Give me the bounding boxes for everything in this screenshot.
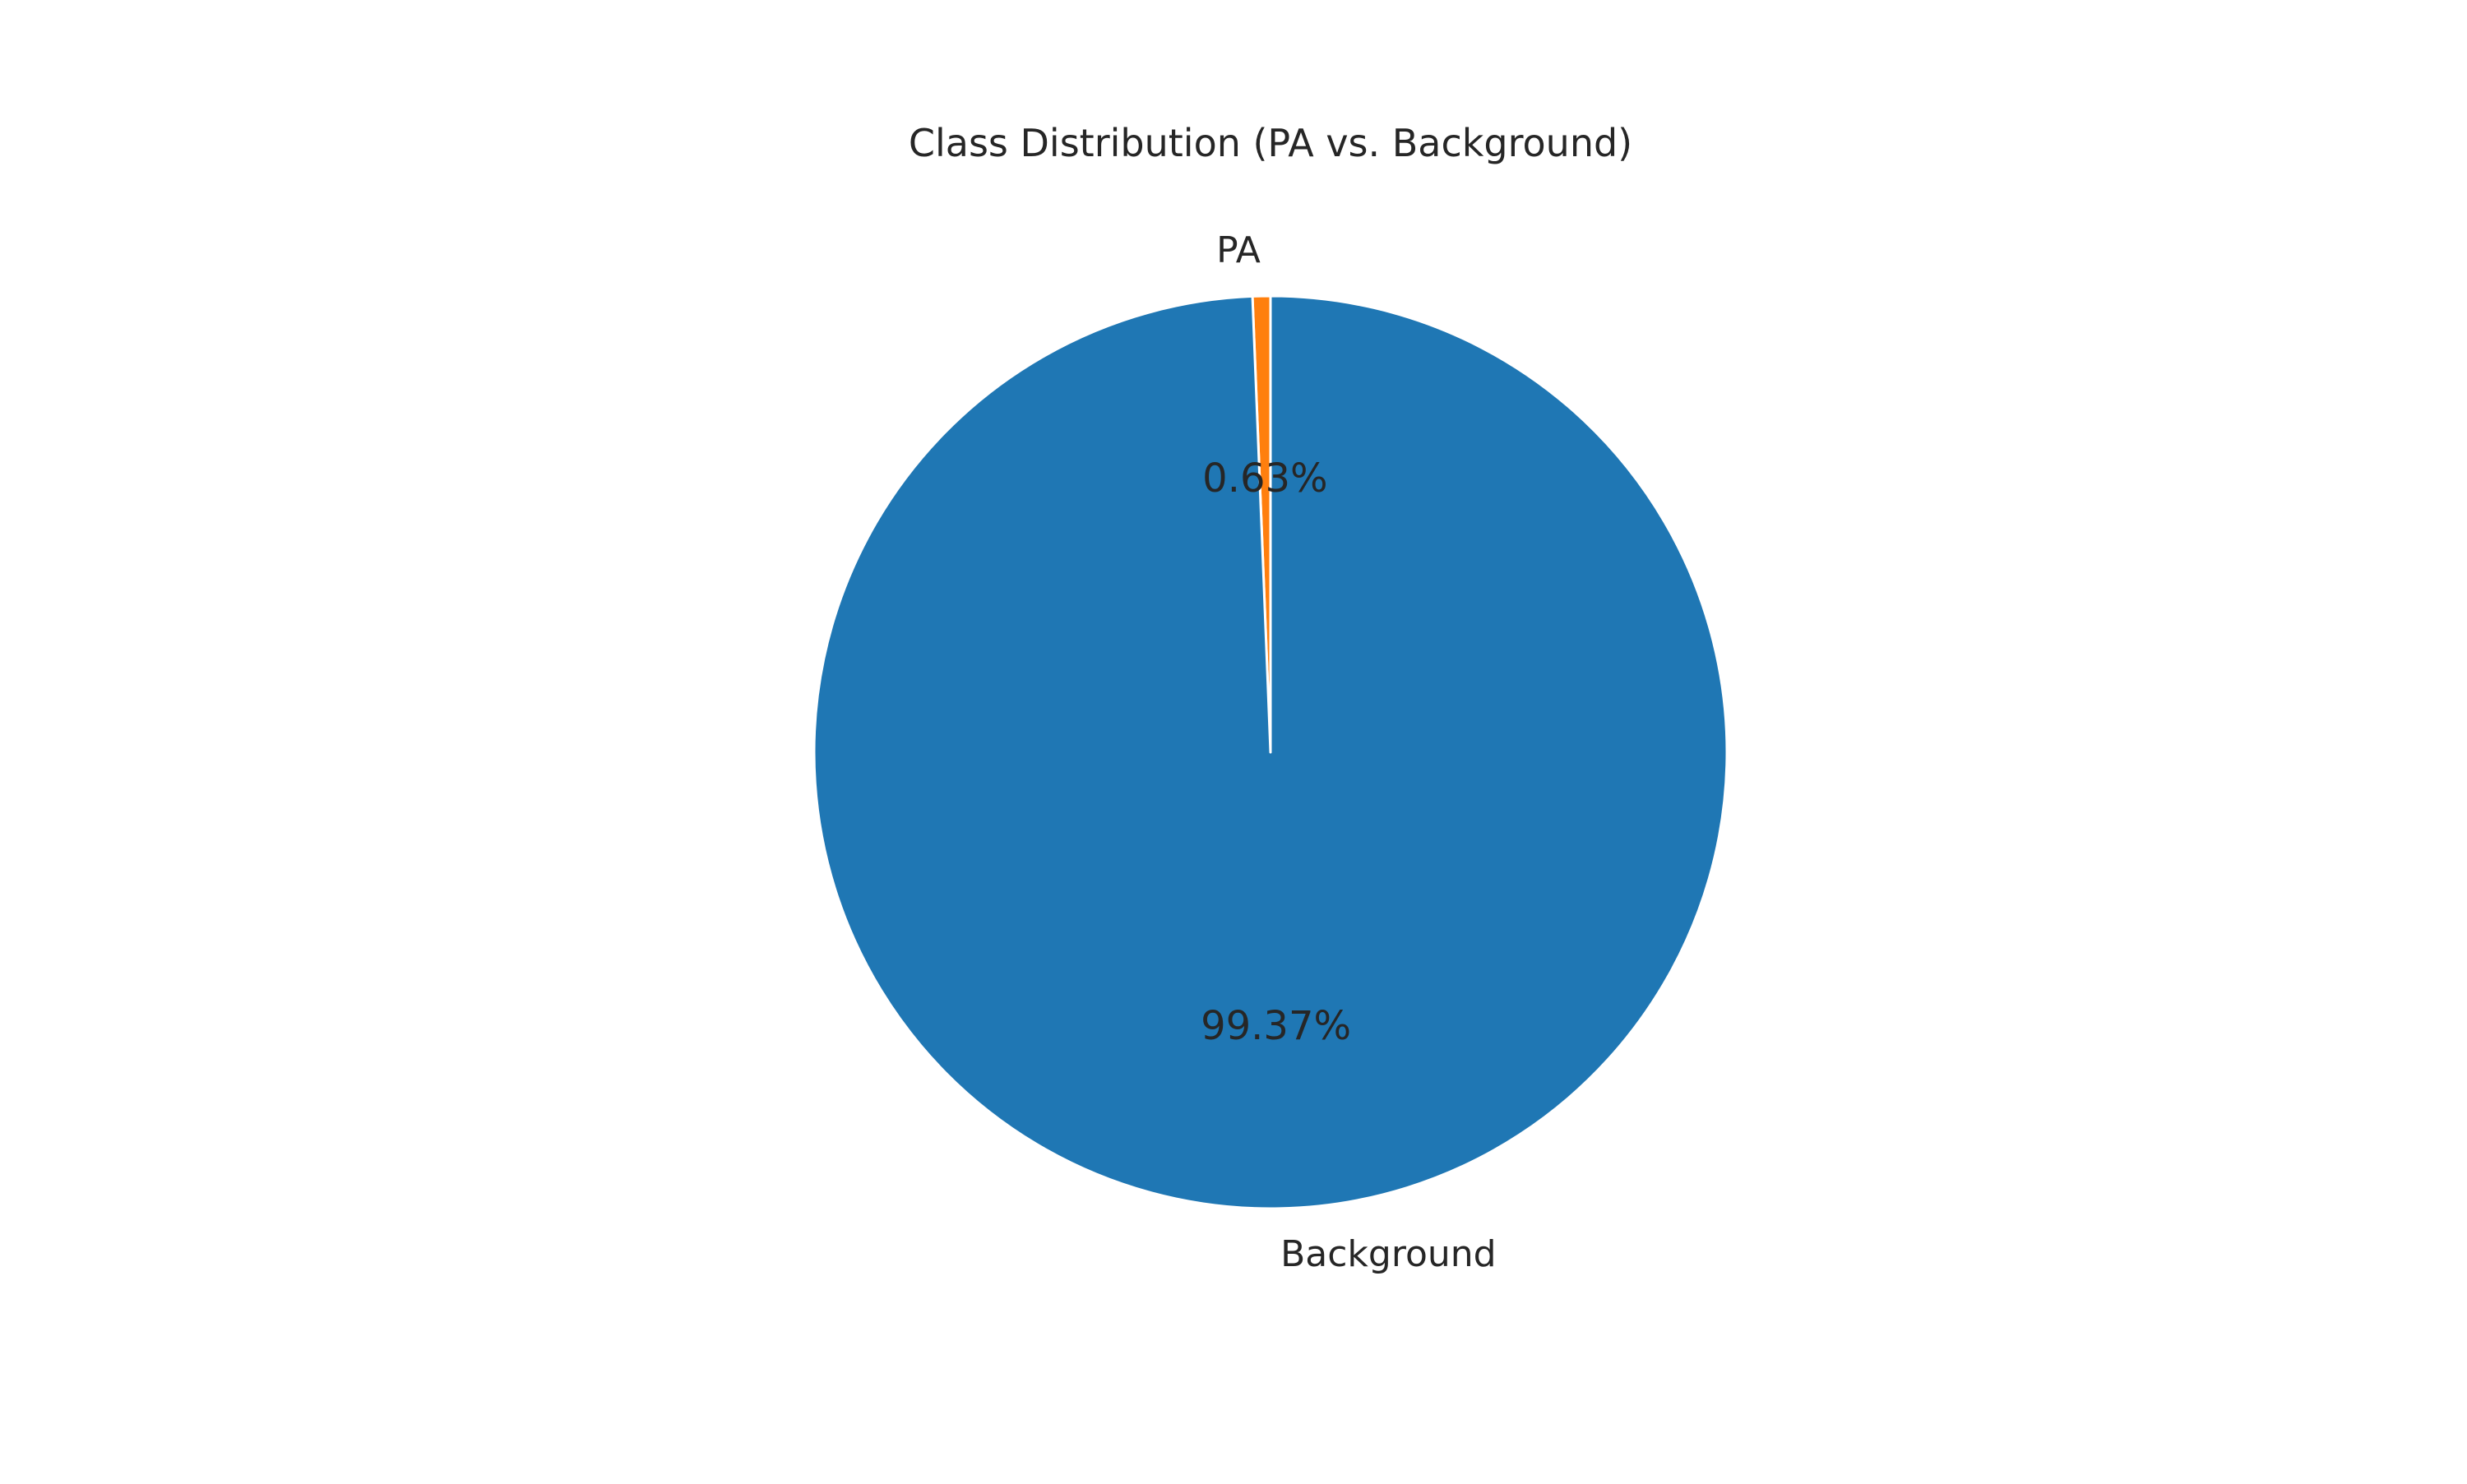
- chart-title: Class Distribution (PA vs. Background): [909, 121, 1632, 165]
- pie-labels: PA 0.63% Background 99.37%: [1201, 229, 1497, 1275]
- pie-slice-background: [812, 294, 1729, 1210]
- slice-percent-pa: 0.63%: [1202, 455, 1327, 502]
- pie-slices: [812, 294, 1729, 1210]
- slice-label-pa: PA: [1216, 229, 1261, 271]
- slice-percent-background: 99.37%: [1201, 1003, 1351, 1049]
- slice-label-background: Background: [1280, 1233, 1497, 1275]
